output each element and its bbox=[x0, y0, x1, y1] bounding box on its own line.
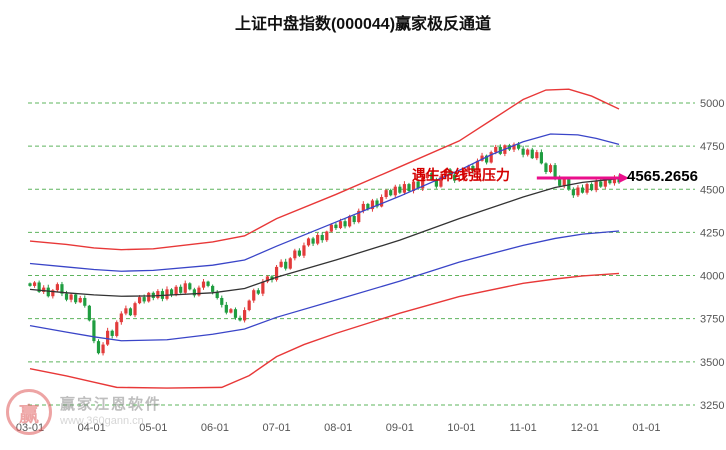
watermark-url: www.360gann.cn bbox=[60, 414, 144, 427]
svg-text:10-01: 10-01 bbox=[447, 422, 475, 434]
pressure-annotation: 遇生命线强压力 bbox=[412, 167, 510, 183]
svg-text:3750: 3750 bbox=[700, 314, 724, 326]
svg-text:11-01: 11-01 bbox=[509, 422, 536, 434]
y-axis-labels: 3250 3500 3750 4000 4250 4500 4750 5000 bbox=[700, 98, 724, 412]
svg-text:4500: 4500 bbox=[700, 184, 724, 196]
chart-title: 上证中盘指数(000044)赢家极反通道 bbox=[234, 16, 492, 33]
svg-text:04-01: 04-01 bbox=[78, 422, 106, 434]
channel-line-life_line_black bbox=[29, 177, 620, 297]
svg-text:3250: 3250 bbox=[700, 400, 724, 412]
brand-logo-char: 赢 bbox=[19, 403, 39, 426]
svg-text:5000: 5000 bbox=[700, 98, 724, 110]
watermark-brand: 赢家江恩软件 bbox=[60, 395, 163, 413]
svg-text:06-01: 06-01 bbox=[201, 422, 229, 434]
gridlines bbox=[28, 102, 695, 406]
channel-lines bbox=[29, 88, 620, 389]
channel-line-lower_red bbox=[29, 272, 620, 389]
brand-logo-icon: 赢 bbox=[6, 389, 52, 435]
channel-line-upper_blue bbox=[29, 133, 620, 272]
candles bbox=[28, 141, 621, 356]
watermark: 赢 赢家江恩软件 www.360gann.cn bbox=[6, 389, 162, 435]
svg-text:3500: 3500 bbox=[700, 357, 724, 369]
current-price-label: 4565.2656 bbox=[627, 168, 698, 185]
svg-text:08-01: 08-01 bbox=[324, 422, 352, 434]
watermark-text: 赢家江恩软件 www.360gann.cn bbox=[60, 396, 162, 429]
svg-text:4250: 4250 bbox=[700, 227, 724, 239]
svg-text:07-01: 07-01 bbox=[262, 422, 290, 434]
svg-text:01-01: 01-01 bbox=[632, 422, 660, 434]
svg-text:4750: 4750 bbox=[700, 141, 724, 153]
pressure-arrow bbox=[536, 172, 630, 183]
svg-text:12-01: 12-01 bbox=[571, 422, 599, 434]
svg-text:4000: 4000 bbox=[700, 271, 724, 283]
channel-line-upper_red bbox=[29, 88, 620, 251]
svg-text:05-01: 05-01 bbox=[139, 422, 167, 434]
svg-text:09-01: 09-01 bbox=[386, 422, 414, 434]
channel-line-lower_blue bbox=[29, 230, 620, 342]
